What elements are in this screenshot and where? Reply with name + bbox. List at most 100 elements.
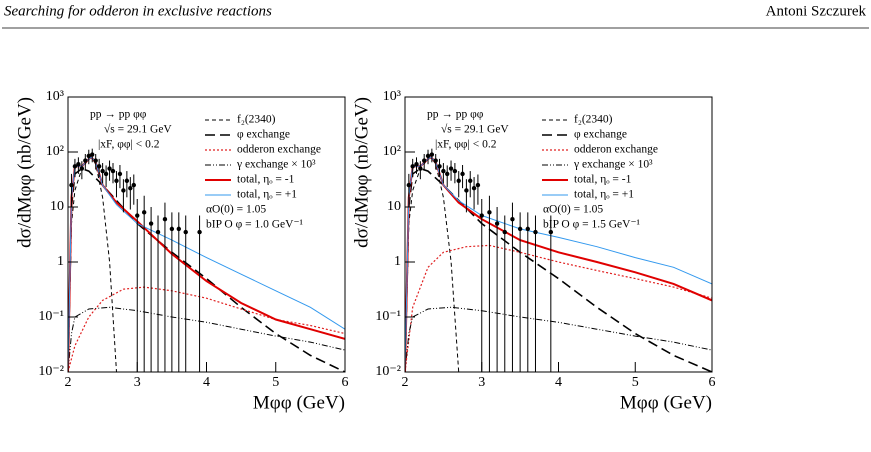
- data-point: [414, 162, 419, 167]
- y-tick-label: 10⁻²: [375, 364, 401, 379]
- y-tick-label: 1: [394, 254, 401, 269]
- data-point: [468, 178, 473, 183]
- legend-label: φ exchange: [574, 129, 627, 141]
- data-point: [517, 226, 523, 232]
- plot-area: [68, 148, 345, 372]
- running-author: Antoni Szczurek: [766, 3, 867, 19]
- data-point: [110, 168, 116, 174]
- data-point: [128, 185, 133, 191]
- y-tick-label: 10: [387, 199, 401, 214]
- y-tick-label: 10⁻¹: [38, 309, 64, 324]
- data-point: [471, 185, 477, 191]
- x-tick-label: 6: [709, 375, 716, 390]
- data-point: [410, 164, 415, 169]
- annotation: bIP O φ = 1.0 GeV⁻¹: [206, 219, 304, 231]
- data-point: [441, 168, 446, 174]
- data-point: [425, 153, 431, 159]
- curve: [68, 167, 345, 372]
- data-point: [135, 213, 140, 218]
- y-tick-label: 10²: [383, 144, 401, 159]
- y-tick-label: 10²: [46, 144, 64, 159]
- curve: [405, 167, 712, 372]
- annotation: |xF, φφ| < 0.2: [435, 139, 497, 151]
- data-point: [475, 182, 481, 188]
- legend-label: γ exchange × 10³: [573, 159, 653, 171]
- data-point: [502, 229, 507, 235]
- data-point: [93, 158, 98, 163]
- data-point: [100, 168, 105, 174]
- data-point: [510, 217, 515, 222]
- data-point: [406, 182, 412, 188]
- running-title: Searching for odderon in exclusive react…: [4, 3, 272, 19]
- y-tick-label: 10⁻²: [38, 364, 64, 379]
- data-point: [169, 226, 175, 232]
- curve: [405, 156, 460, 372]
- data-point: [103, 171, 109, 177]
- annotation: bIP O φ = 1.5 GeV⁻¹: [543, 219, 641, 231]
- y-axis-label: dσ/dMφφ (nb/GeV): [14, 97, 35, 248]
- data-point: [155, 229, 161, 235]
- data-point: [117, 171, 123, 177]
- annotation: αO(0) = 1.05: [543, 204, 603, 216]
- data-point: [460, 171, 465, 177]
- plot-area: [405, 148, 712, 372]
- data-point: [90, 152, 95, 157]
- data-point: [429, 152, 435, 157]
- curve: [68, 286, 345, 372]
- data-point: [437, 164, 442, 169]
- y-axis-label: dσ/dMφφ (nb/GeV): [351, 97, 372, 248]
- data-point: [124, 178, 130, 183]
- y-tick-label: 10³: [383, 89, 401, 104]
- data-point: [69, 182, 74, 188]
- data-point: [464, 188, 469, 193]
- data-point: [83, 158, 88, 163]
- data-point: [533, 229, 538, 235]
- legend-label: odderon exchange: [237, 144, 321, 156]
- x-tick-label: 4: [555, 375, 562, 390]
- annotation: √s = 29.1 GeV: [441, 123, 509, 136]
- x-tick-label: 6: [342, 375, 349, 390]
- annotation: αO(0) = 1.05: [206, 204, 266, 216]
- x-tick-label: 4: [203, 375, 210, 390]
- data-point: [86, 153, 91, 159]
- legend-label: f₂(2340): [237, 114, 276, 126]
- legend-label: total, ηₒ = -1: [237, 174, 295, 186]
- data-point: [494, 221, 500, 226]
- data-point: [448, 166, 454, 171]
- data-point: [176, 226, 181, 232]
- curve: [68, 306, 345, 372]
- frame: [404, 96, 713, 373]
- annotation: pp → pp φφ: [427, 109, 484, 121]
- x-tick-label: 2: [65, 375, 72, 390]
- data-point: [479, 213, 484, 218]
- data-point: [445, 171, 450, 177]
- data-point: [162, 217, 168, 222]
- x-tick-label: 3: [134, 375, 141, 390]
- y-tick-label: 10³: [46, 89, 64, 104]
- y-tick-label: 10⁻¹: [375, 309, 401, 324]
- legend-label: φ exchange: [237, 129, 290, 141]
- y-tick-label: 10: [50, 199, 64, 214]
- data-point: [79, 166, 85, 171]
- curve: [405, 244, 712, 372]
- data-point: [131, 182, 136, 188]
- data-point: [183, 229, 188, 235]
- curve: [68, 156, 117, 372]
- data-point: [548, 229, 554, 235]
- data-point: [197, 229, 202, 235]
- annotation: pp → pp φφ: [90, 109, 147, 121]
- data-point: [525, 226, 530, 232]
- annotation: √s = 29.1 GeV: [104, 123, 172, 136]
- data-point: [72, 164, 78, 169]
- annotation: |xF, φφ| < 0.2: [98, 139, 160, 151]
- x-tick-label: 3: [478, 375, 485, 390]
- data-point: [456, 178, 461, 183]
- x-tick-label: 5: [632, 375, 639, 390]
- legend-label: total, ηₒ = -1: [574, 174, 632, 186]
- x-tick-label: 5: [272, 375, 279, 390]
- legend-label: total, ηₒ = +1: [574, 189, 634, 201]
- data-point: [114, 178, 119, 183]
- data-point: [452, 168, 458, 174]
- y-tick-label: 1: [57, 254, 64, 269]
